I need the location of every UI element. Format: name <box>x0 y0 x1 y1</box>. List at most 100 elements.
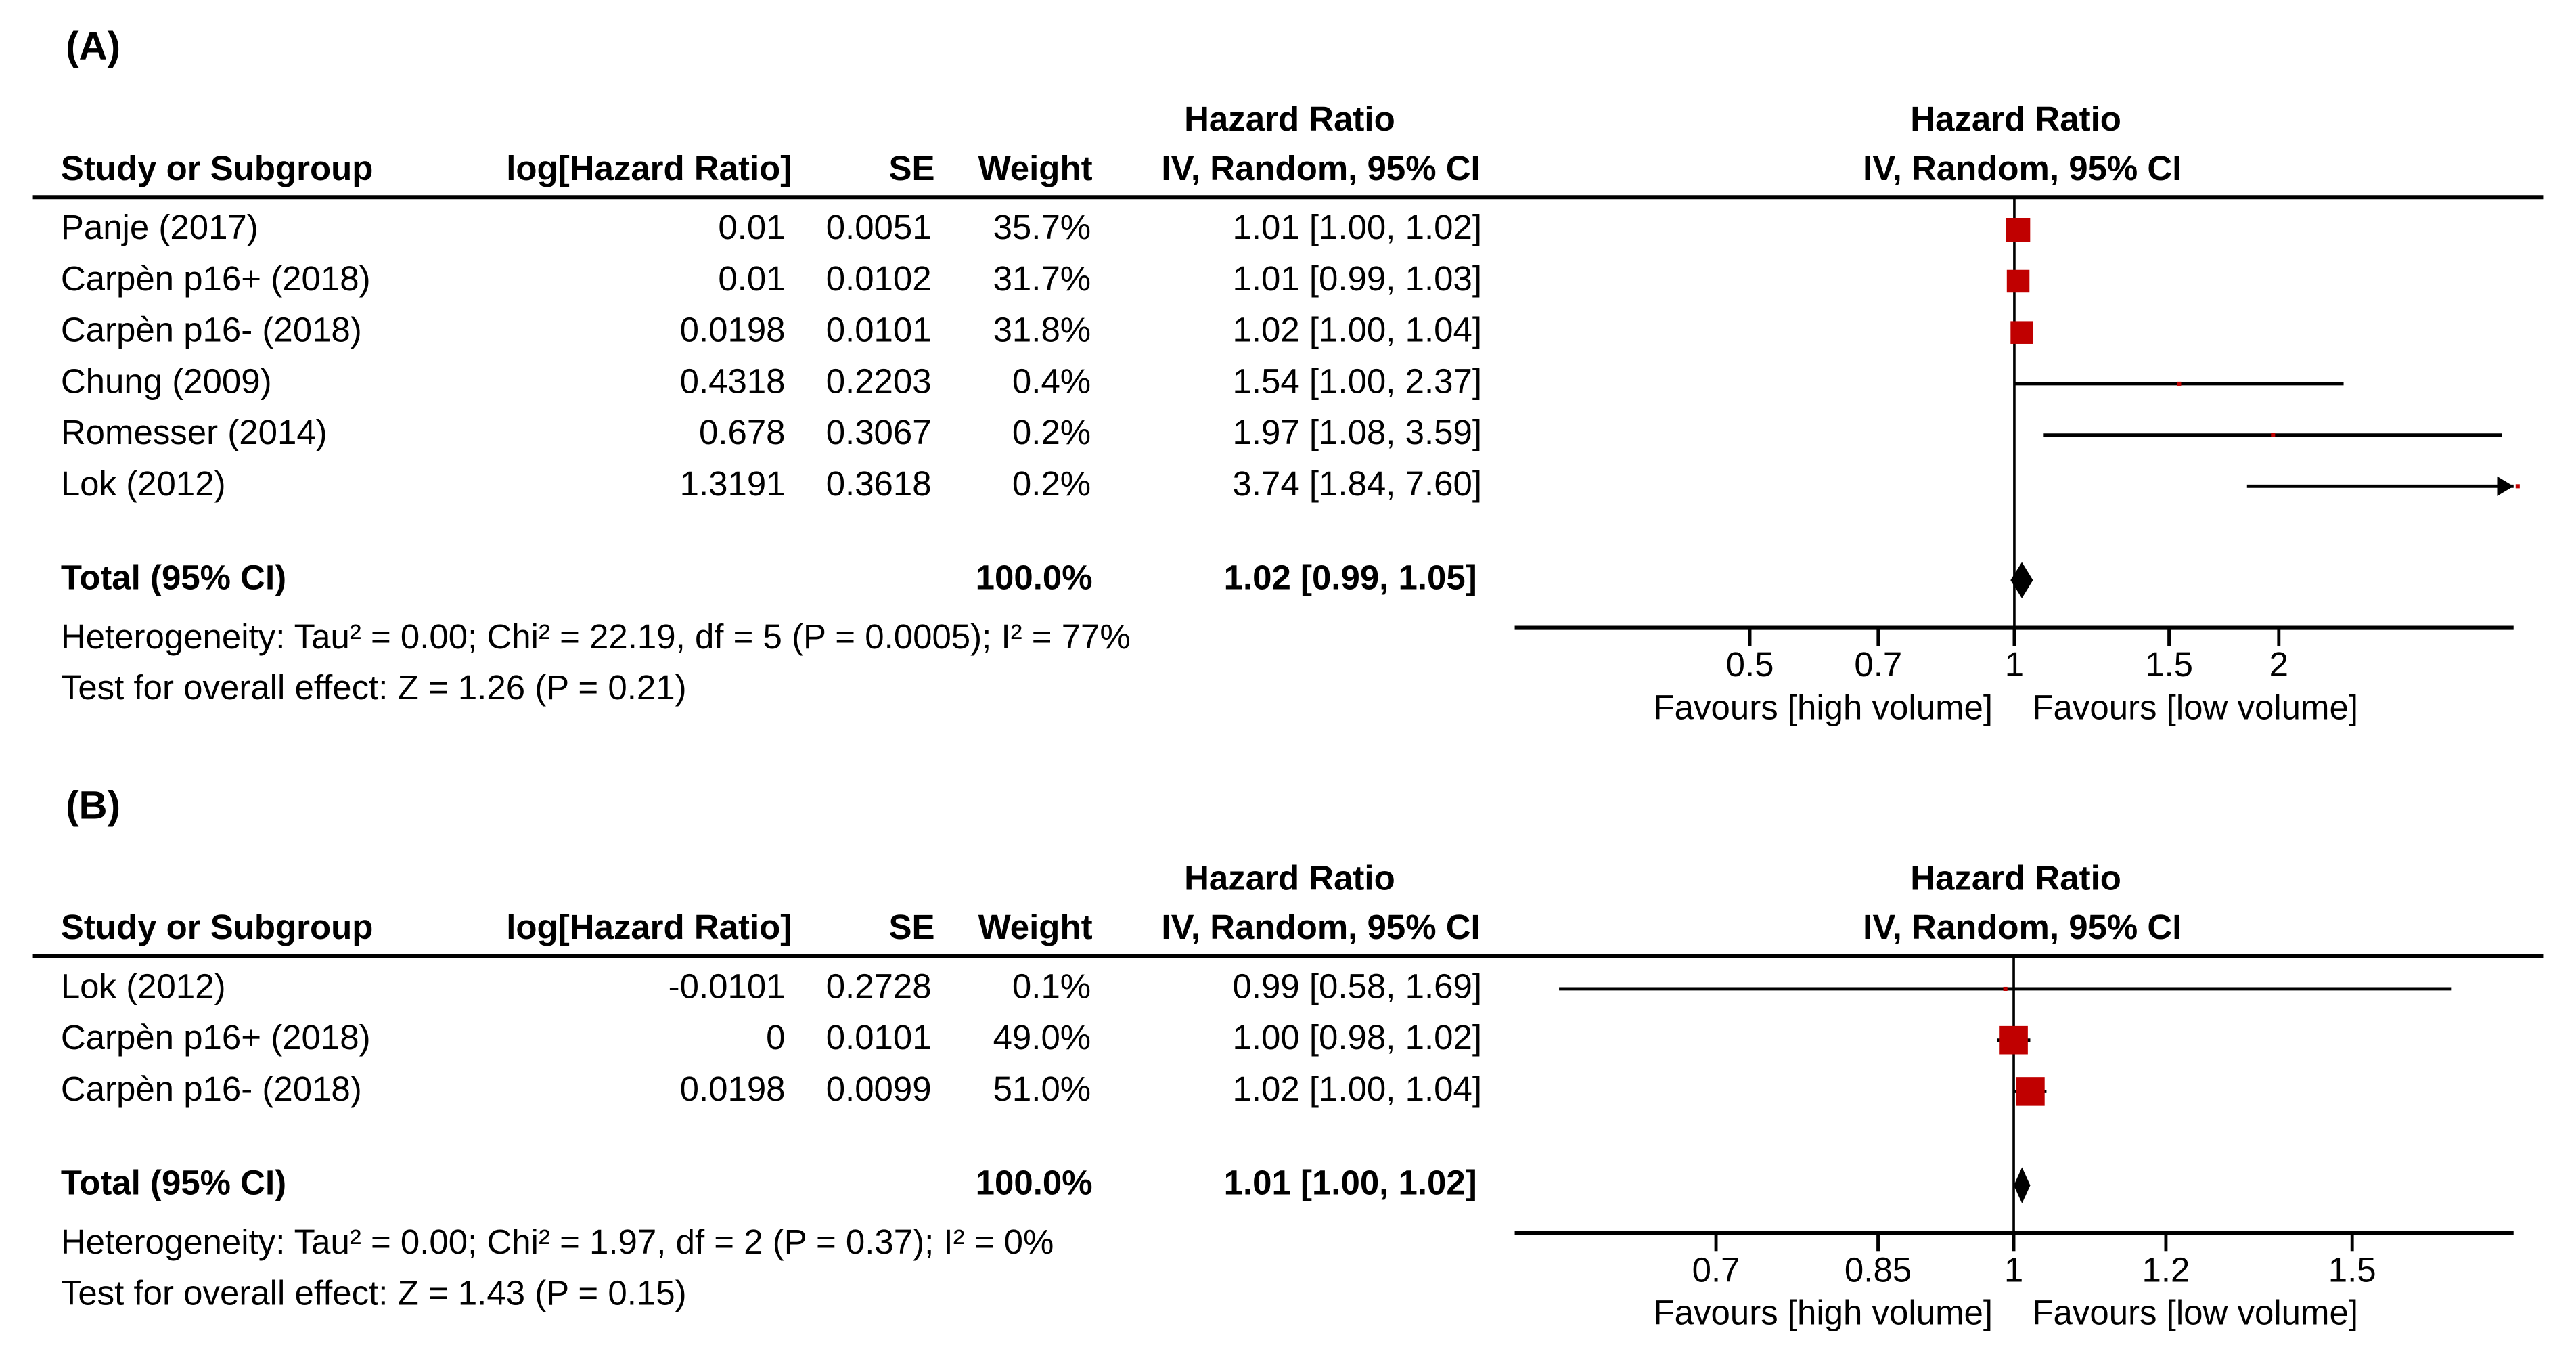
study-name: Lok (2012) <box>61 967 226 1005</box>
effect-square <box>2271 433 2276 437</box>
weight: 35.7% <box>993 208 1091 246</box>
plot-header: Hazard Ratio <box>1910 100 2121 138</box>
total-ci: 1.02 [0.99, 1.05] <box>1224 558 1477 597</box>
weight: 0.4% <box>1012 361 1091 400</box>
effect-header: IV, Random, 95% CI <box>1161 149 1480 187</box>
column-header: Study or Subgroup <box>61 908 374 946</box>
study-name: Romesser (2014) <box>61 413 327 451</box>
log-hr: 1.3191 <box>680 464 786 503</box>
heterogeneity: Heterogeneity: Tau² = 0.00; Chi² = 22.19… <box>61 617 1131 656</box>
summary-diamond <box>2014 1167 2031 1203</box>
weight: 0.1% <box>1012 967 1091 1005</box>
se: 0.0051 <box>826 208 932 246</box>
ci-label: 1.01 [1.00, 1.02] <box>1233 208 1482 246</box>
weight: 0.2% <box>1012 413 1091 451</box>
x-tick-label: 1 <box>2005 645 2024 684</box>
total-label: Total (95% CI) <box>61 558 286 597</box>
log-hr: 0.0198 <box>680 311 786 349</box>
se: 0.3618 <box>826 464 932 503</box>
weight: 31.7% <box>993 259 1091 298</box>
weight: 49.0% <box>993 1018 1091 1057</box>
column-header: Weight <box>978 908 1093 946</box>
effect-square <box>2006 217 2031 242</box>
log-hr: 0.0198 <box>680 1069 786 1108</box>
study-name: Carpèn p16- (2018) <box>61 311 362 349</box>
weight: 0.2% <box>1012 464 1091 503</box>
x-tick-label: 0.85 <box>1845 1250 1912 1289</box>
x-tick-label: 1 <box>2004 1250 2023 1289</box>
plot-header: Hazard Ratio <box>1910 858 2121 897</box>
se: 0.2728 <box>826 967 932 1005</box>
x-tick-label: 1.5 <box>2145 645 2193 684</box>
se: 0.0102 <box>826 259 932 298</box>
x-tick-label: 1.5 <box>2328 1250 2376 1289</box>
x-tick-label: 2 <box>2269 645 2288 684</box>
effect-header: Hazard Ratio <box>1184 100 1395 138</box>
column-header: SE <box>888 149 934 187</box>
favours-left: Favours [high volume] <box>1654 1293 1993 1331</box>
se: 0.3067 <box>826 413 932 451</box>
column-header: SE <box>888 908 934 946</box>
log-hr: 0.4318 <box>680 361 786 400</box>
log-hr: 0.01 <box>718 259 785 298</box>
x-tick-label: 0.7 <box>1692 1250 1740 1289</box>
summary-diamond <box>2010 562 2033 598</box>
favours-right: Favours [low volume] <box>2032 1293 2358 1331</box>
weight: 31.8% <box>993 311 1091 349</box>
effect-square <box>2003 986 2008 992</box>
study-name: Carpèn p16+ (2018) <box>61 1018 371 1057</box>
log-hr: -0.0101 <box>669 967 786 1005</box>
effect-square <box>2006 269 2030 293</box>
column-header: Weight <box>978 149 1093 187</box>
ci-label: 0.99 [0.58, 1.69] <box>1233 967 1482 1005</box>
log-hr: 0.01 <box>718 208 785 246</box>
x-tick-label: 1.2 <box>2142 1250 2190 1289</box>
ci-label: 1.02 [1.00, 1.04] <box>1233 1069 1482 1108</box>
log-hr: 0.678 <box>699 413 786 451</box>
se: 0.2203 <box>826 361 932 400</box>
total-ci: 1.01 [1.00, 1.02] <box>1224 1164 1477 1202</box>
total-label: Total (95% CI) <box>61 1164 286 1202</box>
study-name: Chung (2009) <box>61 361 272 400</box>
effect-square <box>1999 1025 2028 1055</box>
study-name: Carpèn p16- (2018) <box>61 1069 362 1108</box>
column-header: Study or Subgroup <box>61 149 374 187</box>
ci-label: 1.01 [0.99, 1.03] <box>1233 259 1482 298</box>
ci-label: 1.54 [1.00, 2.37] <box>1233 361 1482 400</box>
weight: 51.0% <box>993 1069 1091 1108</box>
column-header: log[Hazard Ratio] <box>506 908 792 946</box>
se: 0.0099 <box>826 1069 932 1108</box>
heterogeneity: Heterogeneity: Tau² = 0.00; Chi² = 1.97,… <box>61 1222 1054 1261</box>
total-weight: 100.0% <box>976 558 1093 597</box>
ci-label: 3.74 [1.84, 7.60] <box>1233 464 1482 503</box>
ci-label: 1.00 [0.98, 1.02] <box>1233 1018 1482 1057</box>
study-name: Carpèn p16+ (2018) <box>61 259 371 298</box>
plot-header: IV, Random, 95% CI <box>1863 908 2182 946</box>
se: 0.0101 <box>826 1018 932 1057</box>
study-name: Lok (2012) <box>61 464 226 503</box>
effect-header: IV, Random, 95% CI <box>1161 908 1480 946</box>
effect-square <box>2010 321 2033 344</box>
total-weight: 100.0% <box>976 1164 1093 1202</box>
x-tick-label: 0.7 <box>1854 645 1902 684</box>
ci-label: 1.97 [1.08, 3.59] <box>1233 413 1482 451</box>
panel-label: (B) <box>66 783 120 827</box>
x-tick-label: 0.5 <box>1726 645 1774 684</box>
ci-arrow <box>2497 476 2514 496</box>
column-header: log[Hazard Ratio] <box>506 149 792 187</box>
favours-left: Favours [high volume] <box>1654 688 1993 726</box>
effect-header: Hazard Ratio <box>1184 858 1395 897</box>
effect-square <box>2515 484 2520 489</box>
overall-effect: Test for overall effect: Z = 1.43 (P = 0… <box>61 1273 687 1312</box>
plot-header: IV, Random, 95% CI <box>1863 149 2182 187</box>
overall-effect: Test for overall effect: Z = 1.26 (P = 0… <box>61 668 687 707</box>
log-hr: 0 <box>766 1018 785 1057</box>
study-name: Panje (2017) <box>61 208 258 246</box>
panel-label: (A) <box>66 24 120 68</box>
se: 0.0101 <box>826 311 932 349</box>
ci-label: 1.02 [1.00, 1.04] <box>1233 311 1482 349</box>
effect-square <box>2177 381 2182 386</box>
favours-right: Favours [low volume] <box>2032 688 2358 726</box>
